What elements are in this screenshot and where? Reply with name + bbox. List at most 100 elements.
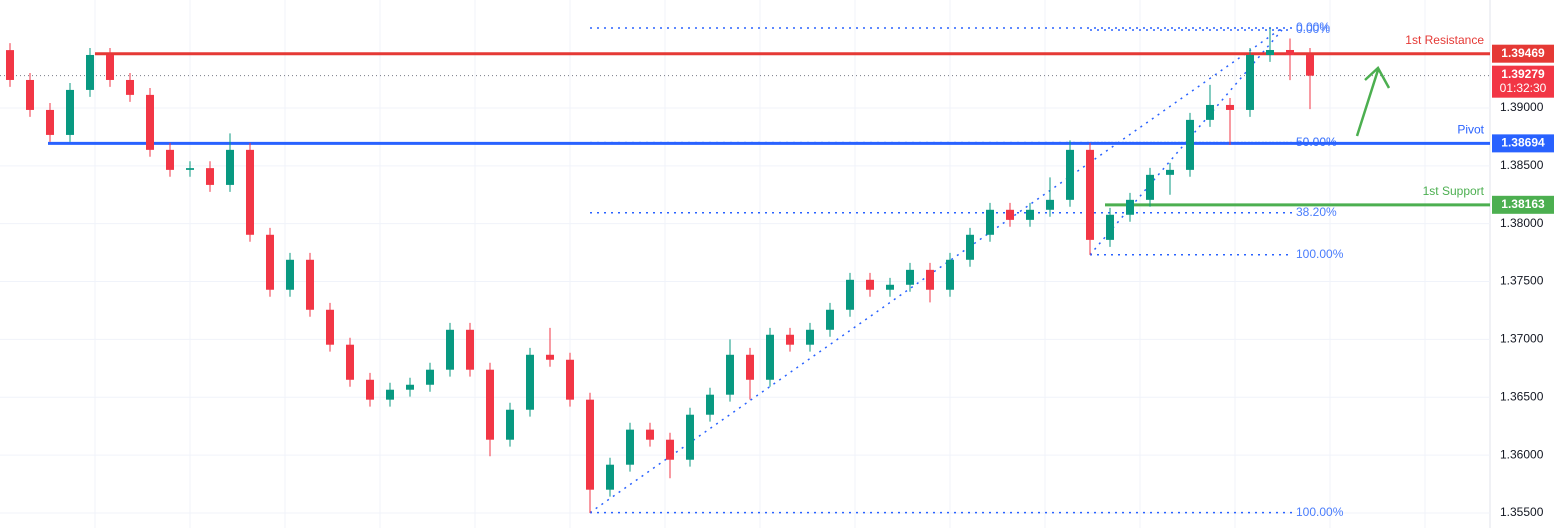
candle-body — [46, 109, 54, 135]
candle-body — [986, 209, 994, 235]
candle-body — [646, 429, 654, 440]
price-tag-label: 1.38163 — [1501, 197, 1545, 211]
candle-body — [226, 149, 234, 185]
candle-body — [606, 464, 614, 490]
level-name: 1st Resistance — [1405, 33, 1484, 47]
fib-label: 100.00% — [1296, 505, 1344, 519]
candle-body — [466, 329, 474, 370]
candle-body — [246, 149, 254, 235]
candle-body — [1086, 149, 1094, 240]
candle-body — [326, 309, 334, 345]
candle-body — [1166, 169, 1174, 175]
candle-body — [1206, 104, 1214, 120]
price-tag — [1492, 195, 1554, 214]
candle-body — [1006, 209, 1014, 220]
candle-body — [446, 329, 454, 370]
y-tick-label: 1.35500 — [1500, 505, 1544, 519]
candle-body — [1186, 119, 1194, 170]
candle-body — [306, 259, 314, 310]
fib-trendline — [589, 27, 1283, 514]
fib-label: 50.00% — [1296, 135, 1337, 149]
candle-body — [826, 309, 834, 330]
candle-body — [406, 384, 414, 390]
candle-body — [806, 329, 814, 345]
candle-body — [846, 279, 854, 310]
candle-body — [1306, 54, 1314, 76]
candle-body — [946, 259, 954, 290]
candle-body — [1266, 49, 1274, 55]
level-name: Pivot — [1457, 123, 1484, 137]
y-tick-label: 1.37000 — [1500, 332, 1544, 346]
grid — [0, 0, 1491, 528]
y-tick-label: 1.38000 — [1500, 216, 1544, 230]
candle-body — [1046, 199, 1054, 210]
candle-body — [706, 394, 714, 415]
fib-label: 50.00% — [1296, 135, 1337, 149]
candle-body — [1246, 54, 1254, 110]
candle-body — [266, 234, 274, 290]
candle-body — [1146, 174, 1154, 200]
current-price-tag — [1492, 65, 1554, 98]
candle-body — [346, 344, 354, 380]
candle-body — [106, 54, 114, 80]
candle-body — [746, 354, 754, 380]
candle-body — [866, 279, 874, 290]
fib-label: 100.00% — [1296, 247, 1344, 261]
candle-body — [686, 414, 694, 460]
price-tag-label: 1.38694 — [1501, 136, 1545, 150]
candle-body — [1226, 104, 1234, 110]
y-tick-label: 1.38500 — [1500, 158, 1544, 172]
candle-body — [86, 54, 94, 90]
candle-body — [526, 354, 534, 410]
candle-body — [926, 269, 934, 290]
candle-body — [186, 168, 194, 170]
candle-body — [206, 168, 214, 185]
candle-body — [426, 369, 434, 385]
candle-body — [146, 94, 154, 150]
y-tick-label: 1.37500 — [1500, 274, 1544, 288]
candle-body — [386, 389, 394, 400]
candle-body — [1026, 209, 1034, 220]
candle-body — [546, 354, 554, 360]
fib-label: 38.20% — [1296, 205, 1337, 219]
labels: 1.35500 1.36000 1.36500 1.37000 1.37500 1.380… — [1405, 33, 1554, 519]
candle-body — [726, 354, 734, 395]
level-name: 1st Support — [1423, 184, 1485, 198]
price-tag — [1492, 44, 1554, 63]
candle-body — [566, 359, 574, 400]
candle-body — [166, 149, 174, 170]
candle-body — [966, 234, 974, 260]
candle-body — [626, 429, 634, 465]
candle-body — [586, 399, 594, 490]
candle-body — [1126, 199, 1134, 215]
candle-body — [1066, 149, 1074, 200]
candle-body — [286, 259, 294, 290]
candle-body — [126, 79, 134, 95]
price-tag — [1492, 134, 1554, 153]
candle-body — [486, 369, 494, 440]
candle-body — [906, 269, 914, 285]
candle-body — [506, 409, 514, 440]
candle-body — [666, 439, 674, 460]
arrow — [1355, 65, 1391, 137]
candle-body — [6, 50, 14, 80]
price-tag-label: 1.39469 — [1501, 46, 1545, 60]
candle-body — [66, 89, 74, 135]
fib-label: 0.00% — [1296, 20, 1330, 34]
candle-body — [1286, 49, 1294, 55]
current-price-label: 1.39279 — [1501, 67, 1545, 81]
y-tick-label: 1.39000 — [1500, 100, 1544, 114]
levels — [0, 52, 1490, 207]
candle-body — [1106, 214, 1114, 240]
candle-body — [886, 284, 894, 290]
candles — [6, 28, 1314, 513]
candle-body — [26, 79, 34, 110]
countdown: 01:32:30 — [1500, 81, 1547, 95]
fib-label: 0.00% — [1296, 22, 1330, 36]
y-tick-label: 1.36000 — [1500, 447, 1544, 461]
candle-body — [786, 334, 794, 345]
candle-body — [766, 334, 774, 380]
